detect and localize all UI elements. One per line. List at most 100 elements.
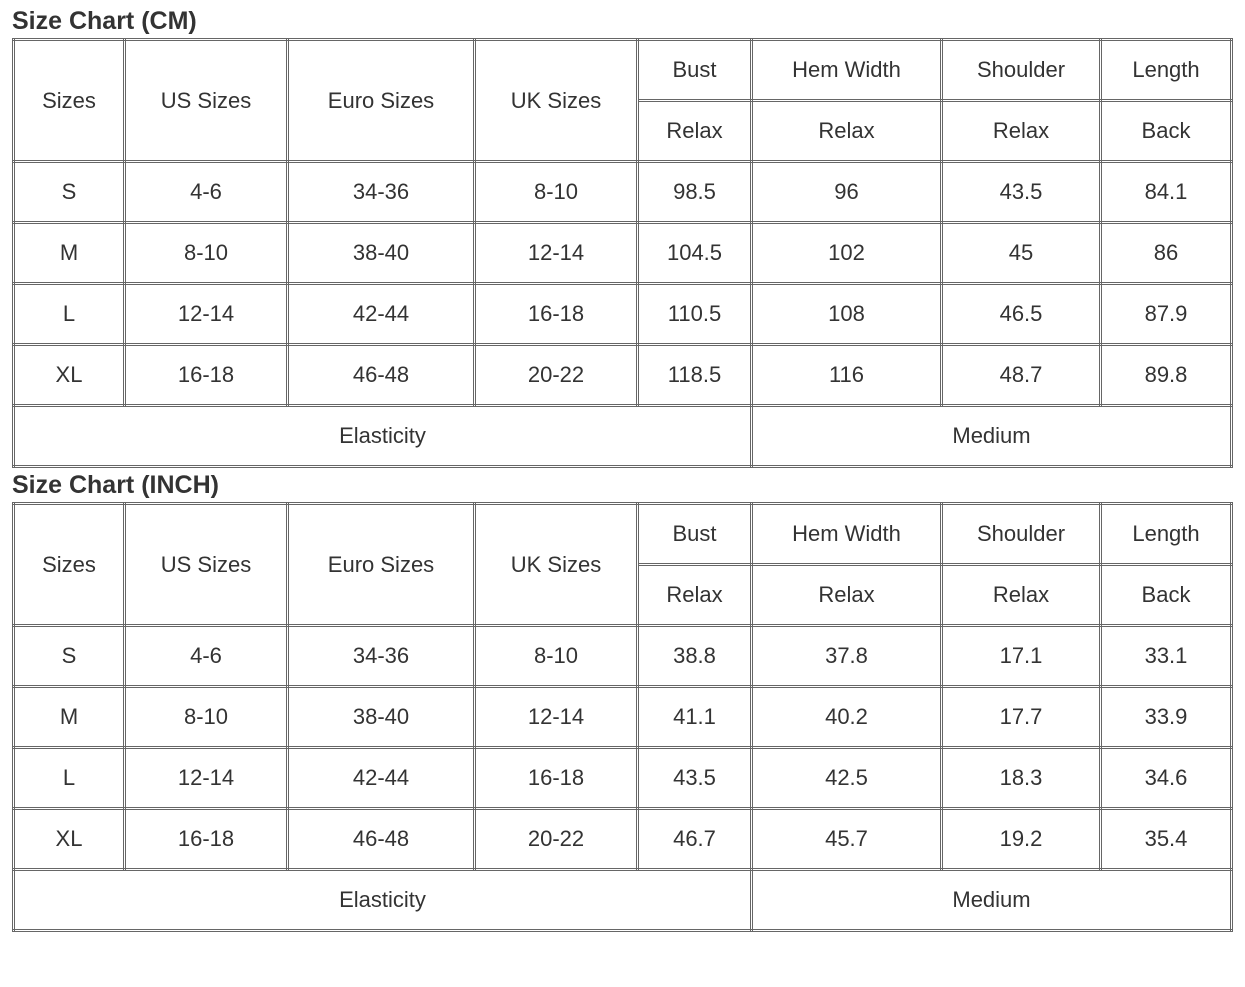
data-cell: 12-14 — [473, 221, 639, 285]
data-cell: 84.1 — [1099, 160, 1233, 224]
header-cell: Euro Sizes — [286, 38, 476, 163]
footer-cell: Medium — [750, 868, 1233, 932]
data-cell: 4-6 — [123, 160, 289, 224]
header-row: Sizes US Sizes Euro Sizes UK Sizes Bust Hem W… — [12, 38, 1233, 163]
header-cell: US Sizes — [123, 38, 289, 163]
data-cell: 38.8 — [636, 624, 753, 688]
subheader-cell: Relax — [940, 563, 1102, 627]
data-cell: 46.7 — [636, 807, 753, 871]
table-title: Size Chart (CM) — [12, 7, 197, 35]
data-cell: S — [12, 160, 126, 224]
data-cell: 18.3 — [940, 746, 1102, 810]
data-cell: 8-10 — [123, 685, 289, 749]
header-cell: Sizes — [12, 38, 126, 163]
footer-row: Elasticity Medium — [12, 404, 1233, 468]
data-cell: 118.5 — [636, 343, 753, 407]
header-cell: Length — [1099, 502, 1233, 566]
data-row: S 4-6 34-36 8-10 98.5 96 43.5 84.1 — [12, 160, 1233, 224]
size-charts: Size Chart (CM) Sizes US Sizes Euro Sizes UK… — [12, 7, 1233, 932]
data-cell: 46-48 — [286, 343, 476, 407]
header-row: Sizes US Sizes Euro Sizes UK Sizes Bust Hem W… — [12, 502, 1233, 627]
data-cell: 42-44 — [286, 746, 476, 810]
data-cell: 46.5 — [940, 282, 1102, 346]
subheader-cell: Relax — [750, 563, 943, 627]
data-cell: 96 — [750, 160, 943, 224]
data-cell: 104.5 — [636, 221, 753, 285]
data-cell: 34-36 — [286, 624, 476, 688]
data-cell: 17.1 — [940, 624, 1102, 688]
data-row: M 8-10 38-40 12-14 41.1 40.2 17.7 33.9 — [12, 685, 1233, 749]
subheader-cell: Relax — [750, 99, 943, 163]
data-row: L 12-14 42-44 16-18 43.5 42.5 18.3 34.6 — [12, 746, 1233, 810]
data-cell: XL — [12, 343, 126, 407]
header-cell: Length — [1099, 38, 1233, 102]
data-cell: 41.1 — [636, 685, 753, 749]
subheader-cell: Relax — [636, 99, 753, 163]
data-cell: 20-22 — [473, 807, 639, 871]
header-cell: Shoulder — [940, 38, 1102, 102]
data-cell: 42-44 — [286, 282, 476, 346]
data-cell: 8-10 — [123, 221, 289, 285]
header-cell: Euro Sizes — [286, 502, 476, 627]
data-row: S 4-6 34-36 8-10 38.8 37.8 17.1 33.1 — [12, 624, 1233, 688]
subheader-cell: Back — [1099, 99, 1233, 163]
data-cell: 35.4 — [1099, 807, 1233, 871]
data-cell: 110.5 — [636, 282, 753, 346]
data-cell: L — [12, 746, 126, 810]
data-cell: 12-14 — [123, 746, 289, 810]
data-cell: 16-18 — [123, 807, 289, 871]
data-cell: 45.7 — [750, 807, 943, 871]
data-cell: 46-48 — [286, 807, 476, 871]
header-cell: UK Sizes — [473, 38, 639, 163]
data-cell: 20-22 — [473, 343, 639, 407]
data-cell: 87.9 — [1099, 282, 1233, 346]
data-cell: M — [12, 221, 126, 285]
data-cell: L — [12, 282, 126, 346]
data-cell: 37.8 — [750, 624, 943, 688]
data-cell: 48.7 — [940, 343, 1102, 407]
data-cell: 86 — [1099, 221, 1233, 285]
data-cell: M — [12, 685, 126, 749]
data-cell: 8-10 — [473, 624, 639, 688]
data-cell: 16-18 — [473, 282, 639, 346]
data-cell: 16-18 — [473, 746, 639, 810]
data-cell: 34-36 — [286, 160, 476, 224]
data-row: L 12-14 42-44 16-18 110.5 108 46.5 87.9 — [12, 282, 1233, 346]
data-cell: 4-6 — [123, 624, 289, 688]
data-cell: 42.5 — [750, 746, 943, 810]
subheader-cell: Relax — [940, 99, 1102, 163]
table-title: Size Chart (INCH) — [12, 471, 219, 499]
data-cell: 34.6 — [1099, 746, 1233, 810]
footer-cell: Elasticity — [12, 404, 753, 468]
data-cell: 98.5 — [636, 160, 753, 224]
data-cell: 12-14 — [473, 685, 639, 749]
data-row: XL 16-18 46-48 20-22 46.7 45.7 19.2 35.4 — [12, 807, 1233, 871]
subheader-cell: Relax — [636, 563, 753, 627]
data-cell: 43.5 — [940, 160, 1102, 224]
data-cell: 12-14 — [123, 282, 289, 346]
header-cell: Shoulder — [940, 502, 1102, 566]
footer-cell: Elasticity — [12, 868, 753, 932]
header-cell: Hem Width — [750, 502, 943, 566]
data-cell: 43.5 — [636, 746, 753, 810]
data-cell: 40.2 — [750, 685, 943, 749]
data-cell: 17.7 — [940, 685, 1102, 749]
data-cell: 89.8 — [1099, 343, 1233, 407]
subheader-row: Relax Relax Relax Back — [14, 99, 1233, 163]
header-cell: Hem Width — [750, 38, 943, 102]
size-table: Sizes US Sizes Euro Sizes UK Sizes Bust Hem W… — [12, 38, 1233, 468]
data-cell: 45 — [940, 221, 1102, 285]
data-cell: XL — [12, 807, 126, 871]
data-cell: 33.9 — [1099, 685, 1233, 749]
footer-row: Elasticity Medium — [12, 868, 1233, 932]
data-cell: 16-18 — [123, 343, 289, 407]
header-cell: Sizes — [12, 502, 126, 627]
data-cell: 33.1 — [1099, 624, 1233, 688]
header-cell: Bust — [636, 38, 753, 102]
data-row: M 8-10 38-40 12-14 104.5 102 45 86 — [12, 221, 1233, 285]
header-cell: UK Sizes — [473, 502, 639, 627]
data-cell: 108 — [750, 282, 943, 346]
header-cell: US Sizes — [123, 502, 289, 627]
header-cell: Bust — [636, 502, 753, 566]
